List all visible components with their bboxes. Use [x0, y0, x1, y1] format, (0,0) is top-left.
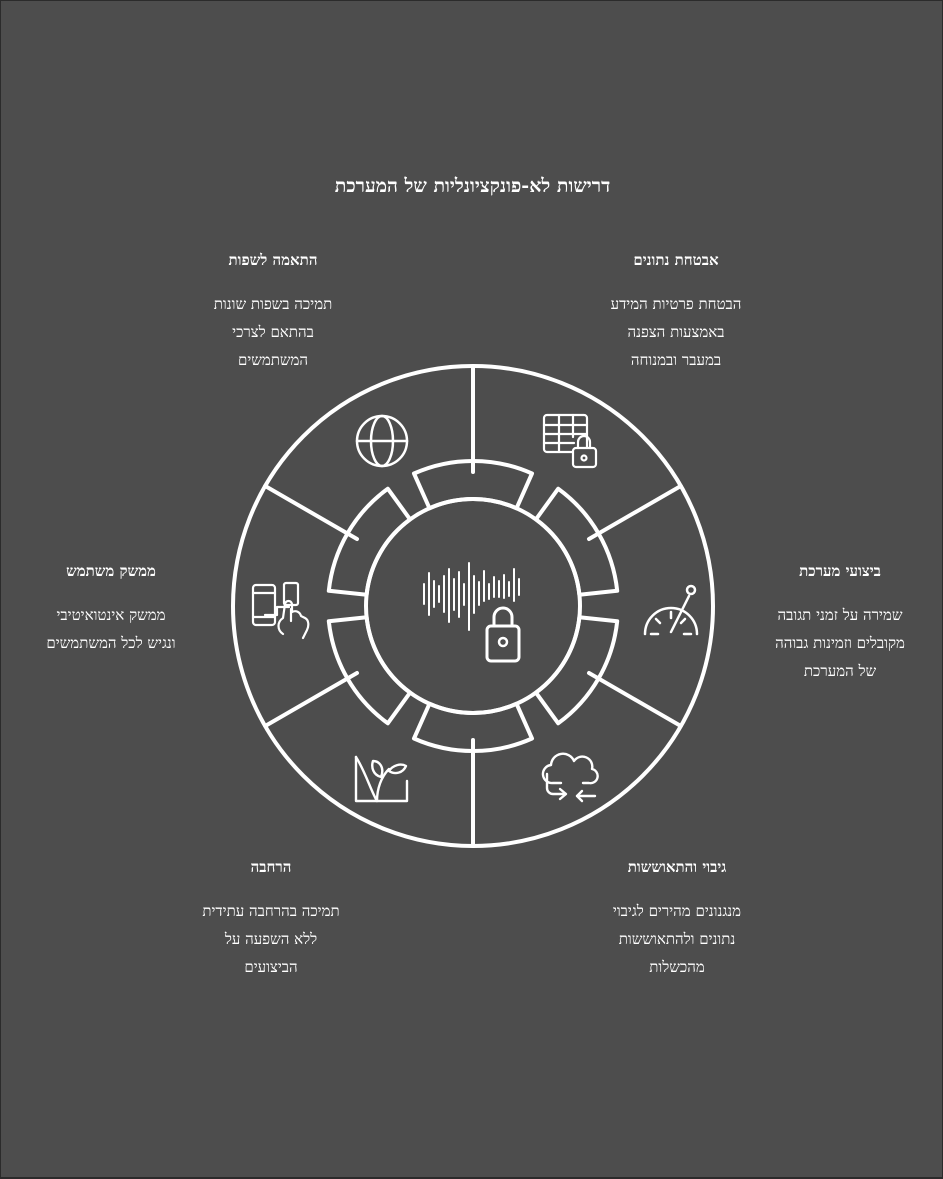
feature-description: הבטחת פרטיות המידע באמצעות הצפנה במעבר ו…: [579, 290, 773, 374]
feature-description: ממשק אינטואיטיבי ונגיש לכל המשתמשים: [15, 601, 207, 657]
feature-description-line: תמיכה בשפות שונות: [213, 295, 333, 313]
feature-description-line: הביצועים: [244, 958, 298, 976]
feature-description-line: במעבר ובמנוחה: [630, 351, 722, 369]
feature-description-line: ונגיש לכל המשתמשים: [46, 634, 176, 652]
inner-arc-segments: [326, 459, 620, 753]
feature-description-line: מקובלים וזמינות גבוהה: [775, 634, 905, 652]
segment-divider: [263, 484, 359, 541]
feature-heading: ממשק משתמש: [66, 562, 156, 580]
feature-description-line: שמירה על זמני תגובה: [777, 606, 903, 624]
feature-localization: התאמה לשפות תמיכה בשפות שונות בהתאם לצרכ…: [173, 251, 373, 374]
feature-description-line: של המערכת: [803, 662, 877, 680]
segment-divider: [587, 484, 683, 541]
feature-heading: ביצועי מערכת: [799, 562, 881, 580]
inner-arc-segment: [326, 486, 413, 597]
globe-icon: [355, 414, 409, 468]
speedometer-icon: [643, 584, 699, 636]
table-lock-icon: [542, 413, 598, 469]
feature-description-line: מהכשלות: [649, 958, 705, 976]
feature-performance: ביצועי מערכת שמירה על זמני תגובה מקובלים…: [743, 562, 937, 685]
segment-divider: [263, 671, 359, 728]
feature-description: תמיכה בשפות שונות בהתאם לצרכי המשתמשים: [173, 290, 373, 374]
feature-description-line: המשתמשים: [237, 351, 309, 369]
feature-heading: התאמה לשפות: [228, 251, 318, 269]
diagram-title: דרישות לא-פונקציונליות של המערכת: [334, 175, 611, 197]
feature-description-line: בהתאם לצרכי: [232, 323, 314, 341]
feature-description-line: נתונים ולהתאוששות: [618, 930, 736, 948]
segment-divider: [587, 671, 683, 728]
feature-description: מנגנונים מהירים לגיבוי נתונים ולהתאוששות…: [577, 897, 777, 981]
feature-description-line: הבטחת פרטיות המידע: [610, 295, 742, 313]
feature-backup-recovery: גיבוי והתאוששות מנגנונים מהירים לגיבוי נ…: [577, 858, 777, 981]
feature-heading: אבטחת נתונים: [633, 251, 719, 269]
inner-arc-segment: [412, 459, 534, 511]
feature-description-line: באמצעות הצפנה: [627, 323, 725, 341]
feature-description-line: תמיכה בהרחבה עתידית: [202, 902, 340, 920]
cloud-sync-icon: [541, 752, 599, 803]
feature-description-line: מנגנונים מהירים לגיבוי: [612, 902, 742, 920]
feature-description: תמיכה בהרחבה עתידית ללא השפעה על הביצועי…: [171, 897, 371, 981]
inner-arc-segment: [326, 615, 413, 726]
feature-heading: גיבוי והתאוששות: [627, 858, 727, 876]
audio-lock-icon: [423, 562, 521, 663]
feature-description: שמירה על זמני תגובה מקובלים וזמינות גבוה…: [743, 601, 937, 685]
feature-user-interface: ממשק משתמש ממשק אינטואיטיבי ונגיש לכל המ…: [15, 562, 207, 657]
feature-description-line: ממשק אינטואיטיבי: [56, 606, 166, 624]
inner-arc-segment: [533, 615, 620, 726]
feature-heading: הרחבה: [250, 858, 292, 876]
feature-scalability: הרחבה תמיכה בהרחבה עתידית ללא השפעה על ה…: [171, 858, 371, 981]
inner-arc-segment: [533, 486, 620, 597]
feature-data-security: אבטחת נתונים הבטחת פרטיות המידע באמצעות …: [579, 251, 773, 374]
inner-arc-segment: [412, 701, 534, 753]
segment-dividers: [263, 364, 683, 848]
feature-description-line: ללא השפעה על: [224, 930, 318, 948]
growth-plant-icon: [354, 755, 409, 803]
touch-devices-icon: [251, 581, 310, 640]
